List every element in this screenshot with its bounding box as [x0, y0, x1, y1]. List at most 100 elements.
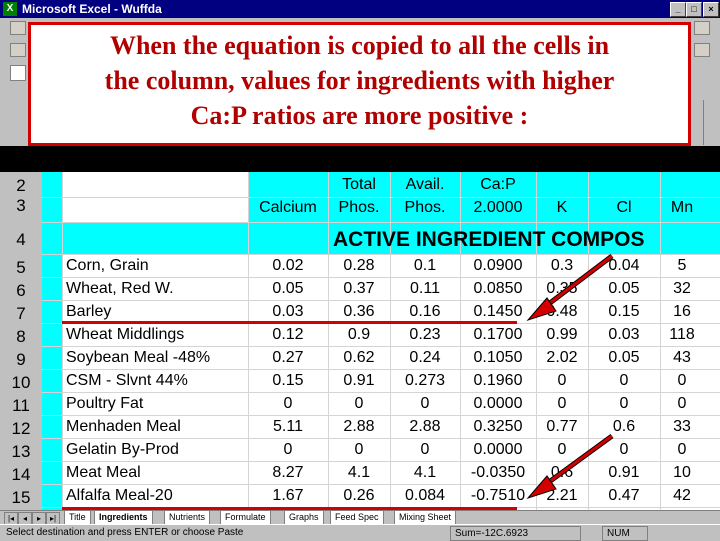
row-header-11[interactable]: 11	[12, 396, 30, 415]
cell-k[interactable]: 0.6	[550, 464, 574, 481]
cell-ratio[interactable]: -0.7510	[470, 487, 526, 504]
row-header-5[interactable]: 5	[16, 258, 26, 277]
cell-cl[interactable]: 0.05	[608, 280, 640, 297]
cell-cl[interactable]: 0	[619, 372, 629, 389]
cell-total-phos[interactable]: 0.62	[343, 349, 375, 366]
cell-cl[interactable]: 0.47	[608, 487, 640, 504]
cell-calcium[interactable]: 0.15	[272, 372, 304, 389]
cell-cl[interactable]: 0	[619, 395, 629, 412]
cell-calcium[interactable]: 1.67	[272, 487, 304, 504]
cell-mn[interactable]: 118	[669, 326, 695, 343]
cell-name[interactable]: Meat Meal	[66, 464, 141, 481]
cell-total-phos[interactable]: 0.91	[343, 372, 375, 389]
tab-graphs[interactable]: Graphs	[284, 511, 324, 525]
row-header-3[interactable]: 3	[16, 196, 26, 215]
cell-k[interactable]: 0.99	[546, 326, 578, 343]
row-header-10[interactable]: 10	[11, 373, 31, 392]
cell-ratio[interactable]: 0.0850	[473, 280, 523, 297]
cell-calcium[interactable]: 0.02	[272, 257, 304, 274]
cell-name[interactable]: CSM - Slvnt 44%	[66, 372, 188, 389]
maximize-icon[interactable]: □	[686, 2, 702, 17]
cell-mn[interactable]: 42	[673, 487, 691, 504]
row-header-4[interactable]: 4	[16, 230, 26, 249]
cell-total-phos[interactable]: 0.37	[343, 280, 375, 297]
cell-name[interactable]: Gelatin By-Prod	[66, 441, 179, 458]
new-file-button[interactable]	[10, 43, 26, 57]
cell-total-phos[interactable]: 0.26	[343, 487, 375, 504]
row-header-8[interactable]: 8	[16, 327, 26, 346]
cell-k[interactable]: 0	[557, 395, 567, 412]
cell-total-phos[interactable]: 0.28	[343, 257, 375, 274]
cell-ratio[interactable]: 0.0900	[473, 257, 523, 274]
cell-calcium[interactable]: 0.03	[272, 303, 304, 320]
cell-k[interactable]: 0	[557, 372, 567, 389]
cell-calcium[interactable]: 0.12	[272, 326, 304, 343]
row-header-7[interactable]: 7	[16, 304, 26, 323]
row-header-12[interactable]: 12	[11, 419, 31, 438]
cell-cl[interactable]: 0.91	[608, 464, 640, 481]
doc-restore-button[interactable]	[694, 21, 710, 35]
row-header-9[interactable]: 9	[16, 350, 26, 369]
cell-k[interactable]: 0	[557, 441, 567, 458]
cell-name[interactable]: Corn, Grain	[66, 257, 149, 274]
cell-ratio[interactable]: 0.1700	[473, 326, 523, 343]
cell-avail-phos[interactable]: 0.1	[413, 257, 437, 274]
row-header-2[interactable]: 2	[16, 176, 26, 195]
cell-total-phos[interactable]: 0	[354, 441, 364, 458]
cell-total-phos[interactable]: 2.88	[343, 418, 375, 435]
cell-avail-phos[interactable]: 0	[420, 441, 430, 458]
cell-mn[interactable]: 0	[677, 395, 687, 412]
cell-ratio[interactable]: 0.3250	[473, 418, 523, 435]
cell-mn[interactable]: 5	[677, 257, 687, 274]
cell-k[interactable]: 0.48	[546, 303, 578, 320]
cell-calcium[interactable]: 5.11	[273, 418, 303, 435]
cell-cl[interactable]: 0.6	[612, 418, 636, 435]
cell-avail-phos[interactable]: 0.11	[410, 280, 440, 297]
row-header-6[interactable]: 6	[16, 281, 26, 300]
header-ratio-value[interactable]: 2.0000	[473, 199, 523, 216]
cell-total-phos[interactable]: 0.9	[347, 326, 371, 343]
cell-mn[interactable]: 0	[677, 372, 687, 389]
cell-mn[interactable]: 16	[673, 303, 691, 320]
cell-name[interactable]: Wheat, Red W.	[66, 280, 174, 297]
cell-total-phos[interactable]: 0	[354, 395, 364, 412]
cell-avail-phos[interactable]: 4.1	[413, 464, 437, 481]
cell-k[interactable]: 2.21	[546, 487, 578, 504]
cell-avail-phos[interactable]: 0.24	[409, 349, 441, 366]
cell-cl[interactable]: 0	[619, 441, 629, 458]
close-icon[interactable]: ×	[703, 2, 719, 17]
cell-avail-phos[interactable]: 0.16	[409, 303, 441, 320]
name-box[interactable]	[10, 65, 26, 81]
cell-ratio[interactable]: 0.0000	[473, 441, 523, 458]
cell-cl[interactable]: 0.04	[608, 257, 640, 274]
cell-name[interactable]: Poultry Fat	[66, 395, 144, 412]
vertical-scrollbar[interactable]	[703, 100, 720, 145]
cell-cl[interactable]: 0.05	[608, 349, 640, 366]
tab-ingredients[interactable]: Ingredients	[94, 511, 153, 525]
tab-title[interactable]: Title	[64, 511, 91, 525]
minimize-icon[interactable]: _	[670, 2, 686, 17]
menu-button[interactable]	[10, 21, 26, 35]
cell-avail-phos[interactable]: 2.88	[409, 418, 441, 435]
row-header-14[interactable]: 14	[11, 465, 31, 484]
cell-ratio[interactable]: 0.0000	[473, 395, 523, 412]
cell-avail-phos[interactable]: 0	[420, 395, 430, 412]
cell-total-phos[interactable]: 4.1	[347, 464, 371, 481]
cell-mn[interactable]: 33	[673, 418, 691, 435]
cell-avail-phos[interactable]: 0.084	[404, 487, 446, 504]
cell-k[interactable]: 0.77	[546, 418, 578, 435]
cell-name[interactable]: Wheat Middlings	[66, 326, 185, 343]
cell-name[interactable]: Barley	[66, 303, 112, 320]
cell-calcium[interactable]: 0	[283, 395, 293, 412]
cell-calcium[interactable]: 0.27	[272, 349, 304, 366]
cell-total-phos[interactable]: 0.36	[343, 303, 375, 320]
tab-formulate[interactable]: Formulate	[220, 511, 271, 525]
tab-nutrients[interactable]: Nutrients	[164, 511, 211, 525]
cell-mn[interactable]: 32	[673, 280, 691, 297]
cell-cl[interactable]: 0.15	[608, 303, 640, 320]
cell-ratio[interactable]: 0.1960	[473, 372, 523, 389]
cell-calcium[interactable]: 0	[283, 441, 293, 458]
excel-icon[interactable]: X	[3, 2, 17, 16]
tab-mixing-sheet[interactable]: Mixing Sheet	[394, 511, 457, 525]
cell-k[interactable]: 0.3	[550, 257, 574, 274]
